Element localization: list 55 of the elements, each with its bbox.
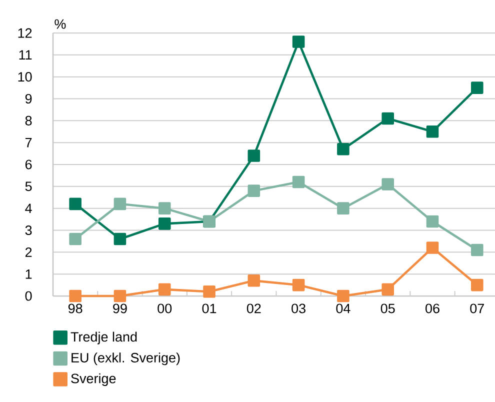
point — [470, 82, 484, 94]
y-tick-label: 10 — [18, 72, 32, 82]
point — [114, 290, 126, 302]
point — [158, 202, 171, 214]
legend-label: Tredje land — [70, 332, 137, 344]
y-tick-label: 0 — [25, 291, 32, 301]
y-tick-label: 6 — [25, 160, 32, 170]
x-tick-label: 07 — [470, 304, 484, 314]
y-tick-label: 8 — [25, 116, 32, 126]
x-tick-label: 02 — [246, 304, 261, 314]
x-tick-label: 99 — [113, 304, 127, 314]
y-tick-label: 11 — [19, 50, 32, 60]
x-tick-label: 06 — [426, 304, 440, 314]
x-tick-label: 04 — [336, 304, 350, 314]
x-tick-label: 03 — [292, 304, 306, 314]
x-tick-label: 00 — [158, 304, 172, 314]
point — [292, 176, 305, 188]
point — [382, 178, 394, 190]
y-tick-label: 2 — [25, 247, 32, 257]
point — [203, 285, 216, 298]
point — [337, 290, 350, 302]
point — [337, 202, 350, 214]
point — [248, 184, 260, 197]
point — [158, 283, 171, 296]
point — [426, 242, 439, 254]
x-tick-label: 01 — [202, 304, 216, 314]
point — [382, 283, 394, 296]
point — [69, 232, 82, 246]
x-tick-label: 05 — [380, 304, 395, 314]
y-tick-label: 7 — [25, 138, 32, 148]
point — [69, 198, 82, 210]
y-tick-label: 5 — [25, 182, 32, 192]
point — [114, 232, 126, 246]
point — [426, 125, 439, 138]
y-tick-label: 4 — [25, 204, 32, 213]
y-tick-label: 9 — [25, 94, 32, 104]
point — [470, 278, 484, 292]
point — [426, 215, 439, 228]
point — [292, 278, 305, 292]
y-tick-label: 1 — [26, 269, 32, 279]
point — [382, 112, 394, 125]
x-tick-label: 98 — [68, 304, 82, 314]
point — [114, 198, 126, 210]
point — [158, 218, 171, 230]
y-axis-title: % — [54, 19, 66, 29]
point — [248, 150, 260, 162]
legend-label: Sverige — [71, 373, 116, 386]
point — [337, 143, 350, 156]
point — [248, 274, 260, 287]
point — [470, 244, 484, 256]
y-tick-label: 12 — [18, 28, 32, 38]
point — [292, 36, 305, 48]
y-tick-label: 3 — [25, 225, 32, 236]
point — [69, 290, 82, 302]
legend-label: EU (exkl. Sverige) — [72, 352, 180, 366]
